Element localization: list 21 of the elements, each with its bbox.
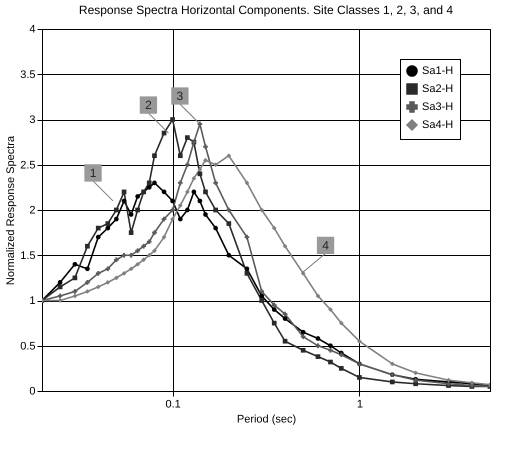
y-tick-label: 2.5 [20,159,36,172]
annotation: 4 [322,238,330,252]
y-tick-label: 4 [29,24,36,36]
legend-label: Sa4-H [422,119,454,131]
y-tick-label: 0.5 [20,340,36,352]
x-axis-title: Period (sec) [236,414,296,426]
y-tick-label: 1 [29,295,36,307]
legend-label: Sa2-H [422,83,454,95]
annotation: 1 [90,166,97,180]
y-tick-label: 2 [29,204,36,216]
annotation: 2 [145,98,152,112]
y-axis-title: Normalized Response Spectra [5,135,18,286]
x-tick-label: 0.1 [165,398,181,410]
annotation: 3 [176,89,184,104]
y-tick-label: 0 [29,386,36,398]
legend-label: Sa3-H [422,101,454,113]
y-tick-label: 3.5 [20,68,36,81]
y-tick-label: 3 [29,114,36,126]
chart-title: Response Spectra Horizontal Components. Site Classes 1, 2, 3, and 4 [78,3,454,17]
legend-label: Sa1-H [422,65,454,77]
y-tick-label: 1.5 [20,250,36,262]
